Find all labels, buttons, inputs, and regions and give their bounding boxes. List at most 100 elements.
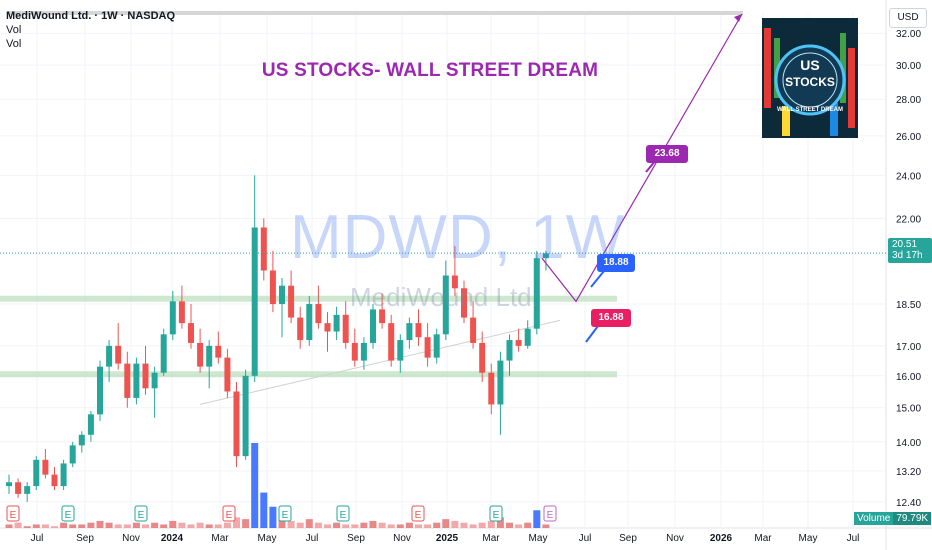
candle-body bbox=[515, 340, 522, 346]
price-tick-label: 13.20 bbox=[896, 467, 921, 478]
candle-body bbox=[60, 463, 67, 487]
volume-bar bbox=[233, 517, 240, 528]
earnings-marker bbox=[489, 505, 503, 522]
candle-body bbox=[488, 372, 495, 405]
candle-body bbox=[533, 258, 540, 329]
time-tick-label: May bbox=[799, 533, 818, 544]
volume-bar bbox=[324, 524, 331, 528]
promo-title: US STOCKS- WALL STREET DREAM bbox=[261, 60, 599, 81]
candle-body bbox=[470, 317, 477, 343]
candle-body bbox=[260, 227, 267, 271]
candle-body bbox=[297, 317, 304, 341]
earnings-marker-label: E bbox=[547, 510, 554, 521]
volume-label: Volume bbox=[854, 512, 894, 525]
currency-selector[interactable]: USD bbox=[889, 8, 927, 28]
volume-bar bbox=[369, 520, 377, 528]
volume-bar bbox=[424, 524, 432, 528]
candle-body bbox=[406, 323, 413, 341]
candle-body bbox=[33, 459, 40, 487]
candle-body bbox=[315, 304, 322, 324]
volume-bar bbox=[415, 524, 422, 528]
candle-body bbox=[115, 345, 122, 364]
volume-bar bbox=[351, 524, 359, 528]
candle-body bbox=[106, 345, 113, 367]
volume-bar bbox=[433, 522, 441, 528]
candle-body bbox=[169, 301, 176, 335]
volume-bar bbox=[287, 520, 295, 528]
volume-indicator-label-2[interactable]: Vol bbox=[6, 38, 22, 50]
volume-bar bbox=[396, 524, 404, 528]
candle-body bbox=[324, 323, 331, 332]
volume-bar bbox=[14, 522, 22, 528]
time-tick-label: Jul bbox=[847, 533, 860, 544]
volume-bar bbox=[205, 524, 213, 528]
candle-body bbox=[24, 486, 31, 494]
volume-bar bbox=[51, 526, 58, 528]
price-tick-label: 12.40 bbox=[896, 498, 921, 509]
candle-body bbox=[360, 342, 367, 361]
time-tick-label: Jul bbox=[306, 533, 319, 544]
price-tick-label: 22.00 bbox=[896, 214, 921, 225]
candle-body bbox=[242, 375, 249, 457]
channel-logo: US STOCKS WALL STREET DREAM bbox=[762, 18, 858, 138]
volume-bar bbox=[378, 522, 386, 528]
earnings-marker bbox=[6, 505, 20, 522]
volume-bar bbox=[151, 522, 159, 528]
earnings-marker bbox=[336, 505, 350, 522]
volume-bar bbox=[506, 522, 513, 528]
time-tick-label: Mar bbox=[482, 533, 500, 544]
candle-body bbox=[224, 357, 231, 392]
volume-bar bbox=[387, 524, 395, 528]
earnings-marker-label: E bbox=[415, 510, 422, 521]
time-tick-label: 2025 bbox=[436, 533, 459, 544]
candle-body bbox=[415, 323, 422, 338]
candle-body bbox=[178, 301, 185, 324]
volume-indicator-label[interactable]: Vol bbox=[6, 24, 22, 36]
time-tick-label: Nov bbox=[122, 533, 140, 544]
top-horizontal-line bbox=[8, 11, 743, 15]
candle-body bbox=[215, 345, 222, 358]
projection-arrowhead bbox=[734, 14, 742, 22]
volume-bar bbox=[78, 524, 86, 528]
candle-body bbox=[397, 340, 404, 361]
volume-bar bbox=[87, 522, 95, 528]
candle-body bbox=[388, 323, 395, 361]
target-callout-23-68[interactable]: 23.68 bbox=[646, 145, 688, 163]
target-callout-18-88[interactable]: 18.88 bbox=[597, 254, 635, 272]
candle-body bbox=[424, 337, 431, 358]
candle-body bbox=[188, 323, 194, 343]
time-tick-label: Mar bbox=[211, 533, 229, 544]
candle-body bbox=[206, 345, 213, 367]
time-tick-label: Sep bbox=[619, 533, 637, 544]
logo-text-tagline: WALL STREET DREAM bbox=[777, 107, 843, 113]
time-tick-label: Jul bbox=[579, 533, 592, 544]
candle-body bbox=[133, 363, 140, 398]
candle-body bbox=[97, 366, 103, 415]
volume-bar bbox=[478, 522, 486, 528]
earnings-marker-label: E bbox=[138, 510, 145, 521]
volume-bar bbox=[360, 522, 368, 528]
volume-axis-badge: Volume 79.79K bbox=[854, 512, 932, 525]
volume-bar bbox=[251, 443, 259, 528]
volume-value: 79.79K bbox=[893, 512, 932, 525]
watermark-ticker: MDWD, 1W bbox=[290, 203, 626, 272]
volume-bar bbox=[460, 522, 468, 528]
earnings-marker bbox=[134, 505, 148, 522]
volume-bar bbox=[60, 522, 68, 528]
price-tick-label: 24.00 bbox=[896, 171, 921, 182]
candle-body bbox=[461, 288, 467, 318]
candle-body bbox=[442, 275, 449, 335]
candle-body bbox=[333, 314, 340, 332]
price-tick-label: 28.00 bbox=[896, 95, 921, 106]
candle-body bbox=[506, 340, 513, 361]
candle-body bbox=[6, 482, 12, 487]
symbol-title[interactable]: MediWound Ltd. · 1W · NASDAQ bbox=[6, 10, 176, 22]
candle-body bbox=[451, 275, 458, 289]
candle-body bbox=[269, 270, 276, 305]
candle-body bbox=[124, 363, 131, 398]
candle-body bbox=[279, 285, 285, 305]
price-tick-label: 14.00 bbox=[896, 438, 921, 449]
time-tick-label: 2026 bbox=[710, 533, 733, 544]
target-callout-16-88[interactable]: 16.88 bbox=[591, 309, 631, 327]
